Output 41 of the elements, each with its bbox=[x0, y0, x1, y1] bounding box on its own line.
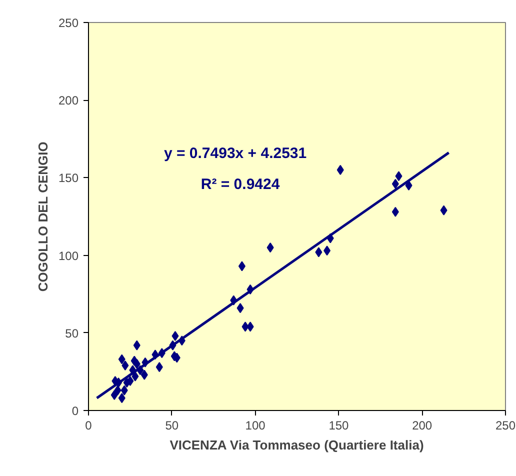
point bbox=[110, 390, 118, 400]
point bbox=[118, 354, 126, 364]
y-tick-label: 200 bbox=[58, 94, 79, 108]
point bbox=[315, 247, 322, 258]
point bbox=[236, 303, 244, 314]
y-axis-title: COGOLLO DEL CENGIO bbox=[35, 142, 50, 292]
annotation: R² = 0.9424 bbox=[200, 176, 280, 194]
x-tick-label: 200 bbox=[412, 418, 432, 432]
annotation: y = 0.7493x + 4.2531 bbox=[164, 145, 307, 162]
x-tick-label: 100 bbox=[245, 418, 266, 432]
point bbox=[126, 376, 134, 386]
y-tick-label: 0 bbox=[72, 404, 79, 418]
point bbox=[238, 261, 246, 272]
point bbox=[140, 370, 148, 380]
y-tick-label: 100 bbox=[58, 248, 79, 263]
x-tick-label: 150 bbox=[328, 418, 350, 432]
y-tick-label: 50 bbox=[65, 326, 79, 340]
point bbox=[405, 180, 412, 190]
point bbox=[133, 358, 140, 369]
x-axis-title: VICENZA Via Tommaseo (Quartiere Italia) bbox=[170, 438, 424, 452]
point bbox=[122, 360, 129, 370]
y-tick-label: 150 bbox=[58, 171, 79, 186]
point bbox=[156, 362, 163, 372]
x-tick-label: 50 bbox=[165, 418, 179, 432]
point bbox=[324, 246, 331, 256]
point bbox=[392, 206, 399, 217]
point bbox=[133, 340, 140, 350]
point bbox=[242, 322, 249, 332]
point bbox=[172, 331, 179, 342]
x-tick-label: 250 bbox=[495, 418, 516, 432]
point bbox=[395, 171, 402, 182]
point bbox=[336, 164, 344, 175]
x-tick-label: 0 bbox=[85, 418, 92, 432]
point bbox=[132, 371, 139, 382]
point bbox=[118, 393, 126, 404]
point bbox=[266, 242, 274, 253]
y-tick-label: 250 bbox=[58, 16, 79, 30]
point bbox=[246, 322, 254, 332]
point bbox=[120, 385, 128, 396]
point bbox=[440, 205, 448, 216]
point bbox=[392, 178, 399, 189]
